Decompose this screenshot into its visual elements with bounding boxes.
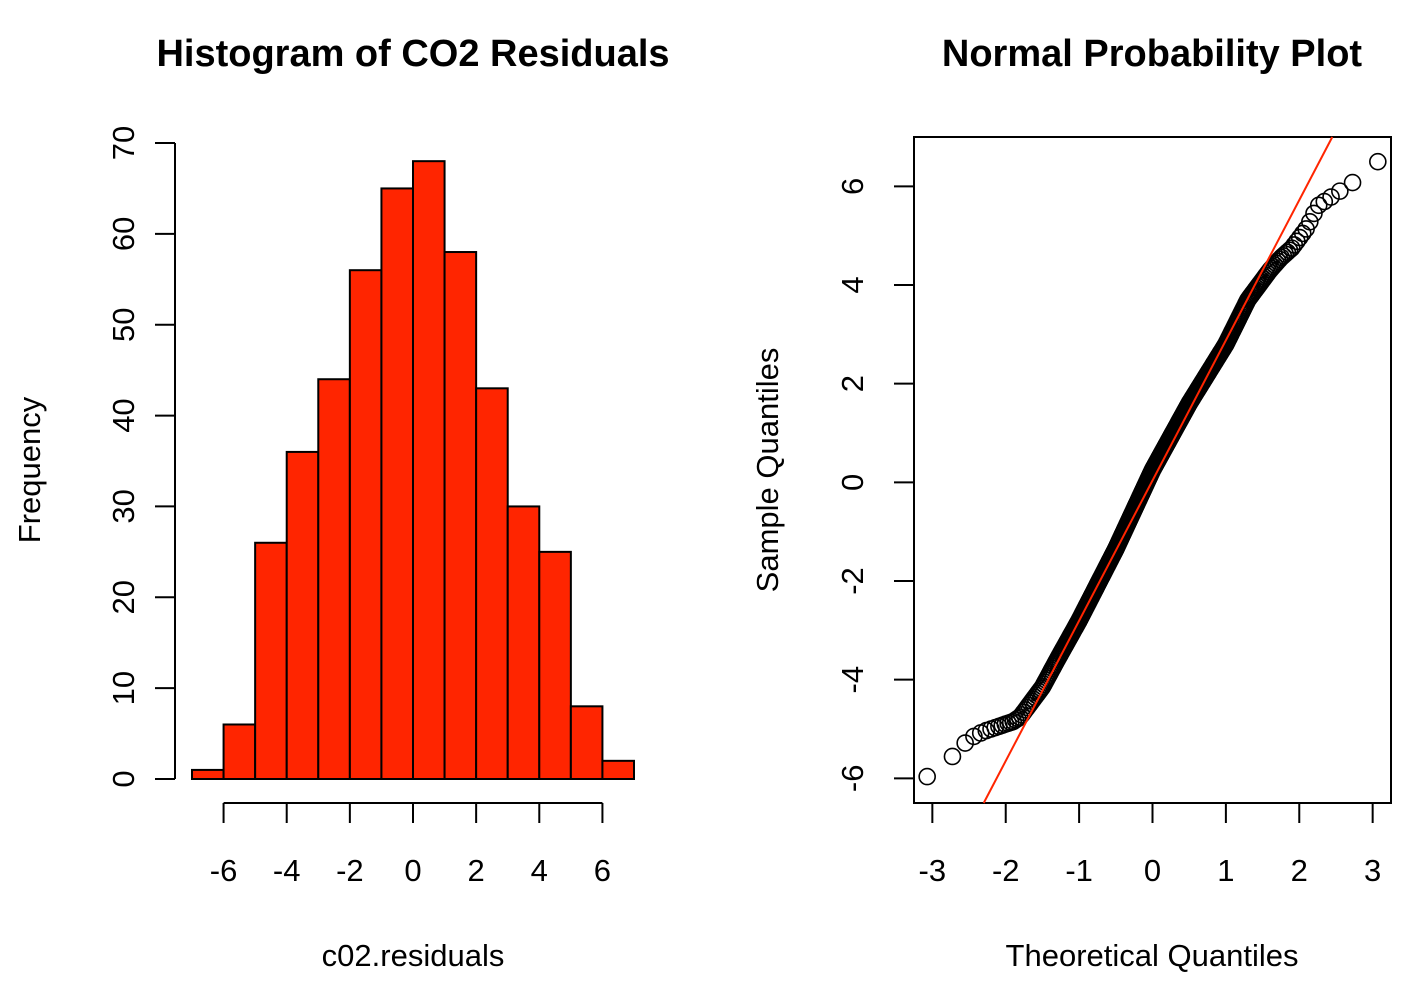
qq-point xyxy=(1322,188,1340,206)
histogram-bar xyxy=(506,505,541,780)
histogram-y-tick-label: 50 xyxy=(106,307,141,341)
qq-plot-x-axis: -3 -2 -1 0 1 2 3 xyxy=(919,803,1381,888)
histogram-y-tick-label: 10 xyxy=(106,671,141,705)
qq-point xyxy=(1343,173,1362,192)
qq-y-tick-label: 6 xyxy=(835,178,870,195)
qq-reference-line xyxy=(982,136,1334,804)
histogram-bar xyxy=(412,160,446,780)
histogram-bars xyxy=(191,160,636,781)
histogram-bar xyxy=(443,251,478,780)
qq-x-tick-label: -1 xyxy=(1065,853,1093,888)
histogram-y-tick-label: 0 xyxy=(106,770,141,787)
histogram-x-axis-label: c02.residuals xyxy=(322,938,505,973)
qq-plot-points xyxy=(918,152,1387,786)
histogram-y-tick-label: 30 xyxy=(106,489,141,523)
qq-point xyxy=(943,747,962,766)
histogram-x-axis: -6 -4 -2 0 2 4 6 xyxy=(210,802,611,888)
qq-x-tick-label: 0 xyxy=(1144,853,1161,888)
qq-point xyxy=(1309,196,1328,215)
histogram-bar xyxy=(475,387,509,780)
histogram-title: Histogram of CO2 Residuals xyxy=(156,33,669,75)
histogram-bar xyxy=(538,550,572,780)
qq-plot-panel: Normal Probability Plot Theoretical Quan… xyxy=(750,33,1392,973)
qq-point xyxy=(1369,152,1387,171)
histogram-bar xyxy=(569,705,604,780)
qq-y-tick-label: 2 xyxy=(835,375,870,392)
qq-y-tick-label: 4 xyxy=(835,276,870,293)
qq-point xyxy=(1331,182,1349,200)
qq-point xyxy=(956,734,974,752)
qq-y-tick-label: -4 xyxy=(835,666,870,694)
qq-x-tick-label: 1 xyxy=(1217,853,1234,888)
qq-y-tick-label: 0 xyxy=(835,474,870,491)
histogram-x-tick-label: 6 xyxy=(594,853,611,888)
qq-point xyxy=(1301,212,1319,231)
histogram-x-tick-label: -2 xyxy=(336,853,364,888)
histogram-bar xyxy=(254,541,288,780)
histogram-panel: Histogram of CO2 Residuals c02.residuals… xyxy=(12,33,670,973)
qq-x-tick-label: 3 xyxy=(1364,853,1381,888)
histogram-x-tick-label: 2 xyxy=(468,853,485,888)
qq-point xyxy=(918,767,936,786)
qq-plot-y-axis: -6 -4 -2 0 2 4 6 xyxy=(835,178,914,792)
histogram-y-tick-label: 70 xyxy=(106,126,141,160)
histogram-bar xyxy=(348,269,383,780)
histogram-y-tick-label: 20 xyxy=(106,580,141,614)
qq-x-tick-label: -3 xyxy=(919,853,947,888)
qq-plot-title: Normal Probability Plot xyxy=(942,33,1363,75)
histogram-bar xyxy=(601,759,636,780)
histogram-x-tick-label: 0 xyxy=(404,853,421,888)
qq-plot-x-axis-label: Theoretical Quantiles xyxy=(1006,938,1299,973)
qq-x-tick-label: 2 xyxy=(1291,853,1308,888)
histogram-bar xyxy=(285,450,320,780)
histogram-x-tick-label: 4 xyxy=(531,853,548,888)
histogram-bar xyxy=(380,187,414,780)
histogram-bar xyxy=(317,378,351,780)
histogram-y-axis-label: Frequency xyxy=(12,396,47,543)
qq-y-tick-label: -6 xyxy=(835,765,870,793)
histogram-y-tick-label: 40 xyxy=(106,398,141,432)
histogram-y-axis: 0 10 20 30 40 50 60 70 xyxy=(106,126,176,788)
histogram-bar xyxy=(191,768,225,781)
histogram-y-tick-label: 60 xyxy=(106,217,141,251)
histogram-bar xyxy=(222,723,257,781)
histogram-x-tick-label: -6 xyxy=(210,853,238,888)
qq-y-tick-label: -2 xyxy=(835,567,870,595)
qq-point xyxy=(1276,245,1295,263)
qq-plot-y-axis-label: Sample Quantiles xyxy=(750,348,785,593)
histogram-x-tick-label: -4 xyxy=(273,853,301,888)
qq-x-tick-label: -2 xyxy=(992,853,1020,888)
